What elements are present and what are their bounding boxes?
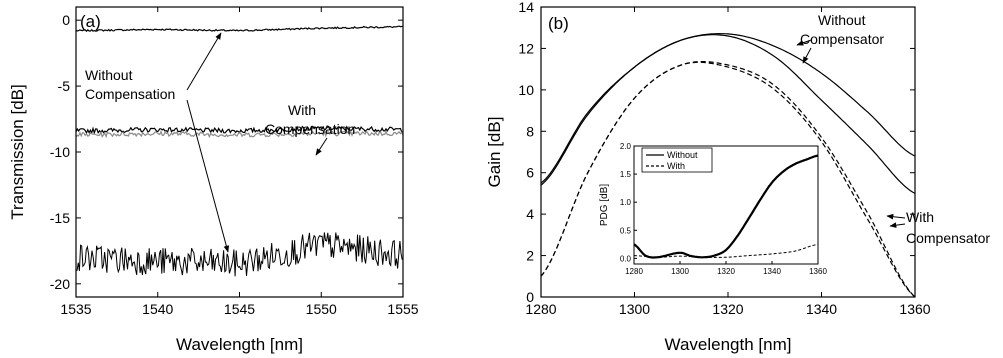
inset-x-tick-label-3: 1340 (763, 267, 781, 276)
inset-y-tick-label-1: 0.5 (620, 226, 632, 235)
arrow-with-a (886, 213, 906, 220)
x-tick-label-4: 1555 (387, 301, 418, 317)
annotation-without-line1: Without (85, 67, 133, 83)
y-tick-label-6: 12 (518, 40, 534, 56)
inset-y-tick-label-0: 0.0 (620, 254, 632, 263)
series-line-3 (75, 232, 403, 277)
y-tick-label-5: 10 (518, 82, 534, 98)
y-tick-label-2: -10 (50, 144, 70, 160)
inset-series-line-0 (633, 154, 819, 259)
annotation-without-line2: Compensation (85, 86, 175, 102)
panel-label: (b) (548, 14, 569, 33)
annotation-with-line2: Compensation (265, 121, 355, 137)
x-tick-label-4: 1360 (899, 301, 930, 317)
x-axis-title: Wavelength [nm] (665, 335, 792, 354)
y-tick-label-2: 4 (526, 206, 534, 222)
x-tick-label-3: 1550 (306, 301, 337, 317)
inset-series-line-1 (634, 243, 819, 258)
pdg-inset: 1280 1300 1320 1340 1360 0.0 0.5 1.0 1.5 2.0 PDG [… (599, 142, 827, 276)
inset-y-tick-label-4: 2.0 (620, 142, 632, 151)
y-tick-label-4: 8 (526, 123, 534, 139)
x-tick-label-0: 1280 (525, 301, 556, 317)
panel-a: 1535 1540 1545 1550 1555 0 -5 -10 -15 -20 Waveleng… (8, 6, 419, 354)
inset-legend-label-1: With (667, 161, 685, 171)
arrow-without-b (802, 47, 812, 64)
y-tick-label-0: 0 (526, 289, 534, 305)
y-axis-title: Gain [dB] (485, 117, 504, 188)
x-tick-label-0: 1535 (60, 301, 91, 317)
inset-x-tick-label-2: 1320 (717, 267, 735, 276)
inset-x-tick-label-0: 1280 (625, 267, 643, 276)
y-tick-label-3: 6 (526, 165, 534, 181)
x-tick-label-1: 1300 (619, 301, 650, 317)
arrow-without-a (796, 39, 812, 46)
x-tick-label-1: 1540 (142, 301, 173, 317)
arrow-to-compensated-trace (315, 137, 328, 156)
annotation-without-line1: Without (818, 12, 866, 28)
inset-legend-box (641, 147, 713, 173)
annotation-with-line2: Compensator (906, 230, 990, 246)
x-tick-label-2: 1320 (712, 301, 743, 317)
y-tick-label-0: 0 (62, 12, 70, 28)
annotation-with-line1: With (288, 102, 316, 118)
series-line-3 (540, 61, 916, 298)
panel-label: (a) (80, 12, 101, 31)
inset-y-axis-title: PDG [dB] (599, 184, 610, 226)
annotation-without-line2: Compensator (800, 31, 884, 47)
series-line-1 (540, 34, 916, 194)
x-axis-title: Wavelength [nm] (176, 335, 303, 354)
annotation-with-line1: With (906, 209, 934, 225)
x-tick-label-3: 1340 (806, 301, 837, 317)
inset-y-tick-label-3: 1.5 (620, 170, 632, 179)
inset-x-tick-label-4: 1360 (809, 267, 827, 276)
inset-y-tick-label-2: 1.0 (620, 198, 632, 207)
arrow-to-upper-trace (186, 32, 222, 91)
arrow-to-lower-trace (186, 99, 230, 253)
inset-x-tick-label-1: 1300 (671, 267, 689, 276)
arrow-with-b (889, 222, 906, 228)
y-tick-label-3: -15 (50, 210, 70, 226)
y-tick-label-1: -5 (58, 78, 71, 94)
series-line-0 (75, 25, 404, 33)
y-axis-title: Transmission [dB] (8, 84, 27, 219)
y-tick-label-1: 2 (526, 248, 534, 264)
series-line-0 (540, 32, 916, 184)
y-tick-label-4: -20 (50, 276, 70, 292)
x-tick-label-2: 1545 (224, 301, 255, 317)
series-line-2 (75, 129, 404, 139)
panel-b: 1280 1300 1320 1340 1360 0 2 4 6 8 10 12 14 Wavelengt… (485, 0, 990, 354)
y-tick-label-7: 14 (518, 0, 534, 15)
inset-legend-label-0: Without (667, 150, 698, 160)
